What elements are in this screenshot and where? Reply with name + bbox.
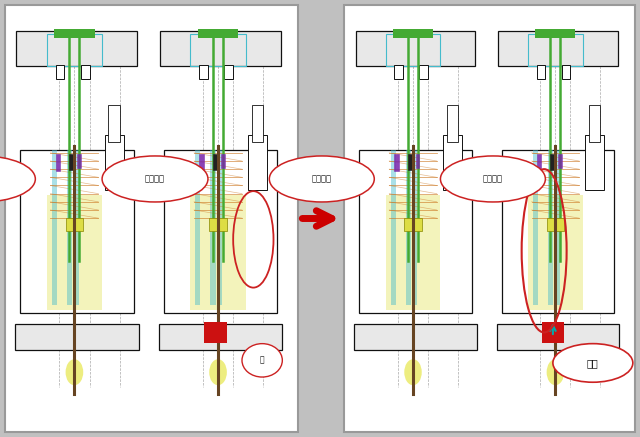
Bar	[65, 218, 83, 231]
Bar	[586, 135, 604, 191]
Bar	[390, 149, 396, 305]
Bar	[528, 35, 583, 66]
Ellipse shape	[102, 156, 208, 202]
Bar	[533, 149, 538, 305]
Bar	[556, 149, 560, 305]
Bar	[164, 149, 277, 313]
Bar	[198, 29, 238, 38]
Bar	[394, 65, 403, 80]
Text: 頂模: 頂模	[587, 358, 599, 368]
Bar	[207, 29, 216, 36]
Bar	[199, 154, 204, 171]
Bar	[415, 154, 419, 168]
Bar	[76, 29, 85, 36]
Bar	[497, 324, 619, 350]
Bar	[252, 105, 264, 142]
Bar	[190, 195, 246, 309]
Bar	[209, 218, 227, 231]
Bar	[67, 149, 72, 305]
Bar	[221, 154, 225, 168]
Ellipse shape	[0, 156, 35, 202]
Ellipse shape	[269, 156, 374, 202]
Bar	[502, 149, 614, 313]
Ellipse shape	[553, 343, 633, 382]
Bar	[195, 149, 200, 305]
Bar	[547, 218, 564, 231]
Bar	[5, 5, 298, 432]
Bar	[105, 135, 124, 191]
Ellipse shape	[209, 359, 227, 385]
Bar	[404, 218, 422, 231]
Bar	[443, 135, 461, 191]
Bar	[20, 149, 134, 313]
Bar	[77, 154, 81, 168]
Text: 导柱弹簧: 导柱弹簧	[145, 174, 165, 184]
Ellipse shape	[242, 343, 282, 377]
Bar	[419, 65, 428, 80]
Bar	[557, 29, 566, 36]
Bar	[218, 149, 223, 305]
Text: 限位彈簧: 限位彈簧	[483, 174, 503, 184]
Ellipse shape	[440, 156, 545, 202]
Bar	[385, 195, 440, 309]
Bar	[190, 35, 246, 66]
Bar	[393, 29, 433, 38]
Bar	[81, 65, 90, 80]
Bar	[385, 35, 440, 66]
Bar	[589, 105, 600, 142]
Bar	[447, 105, 458, 142]
Text: 鋼: 鋼	[260, 356, 264, 365]
Ellipse shape	[65, 359, 83, 385]
Bar	[54, 29, 95, 38]
Bar	[108, 105, 120, 142]
Bar	[160, 31, 281, 66]
Bar	[415, 29, 424, 36]
Bar	[52, 149, 57, 305]
Text: 限位彈簧: 限位彈簧	[312, 174, 332, 184]
Bar	[47, 35, 102, 66]
Bar	[199, 65, 208, 80]
Bar	[64, 29, 73, 36]
Bar	[220, 29, 228, 36]
Bar	[536, 29, 575, 38]
Bar	[562, 65, 570, 80]
Bar	[408, 154, 412, 170]
Bar	[211, 149, 216, 305]
Bar	[69, 154, 74, 170]
Bar	[541, 322, 564, 343]
Bar	[394, 154, 399, 171]
Bar	[56, 65, 65, 80]
Bar	[558, 154, 562, 168]
Bar	[359, 149, 472, 313]
Bar	[550, 154, 555, 170]
Bar	[56, 154, 60, 171]
Bar	[74, 149, 79, 305]
Bar	[344, 5, 635, 432]
Bar	[355, 324, 477, 350]
Bar	[537, 65, 545, 80]
Bar	[498, 31, 618, 66]
Bar	[47, 195, 102, 309]
Bar	[403, 29, 412, 36]
Bar	[15, 324, 139, 350]
Bar	[356, 31, 476, 66]
Bar	[17, 31, 138, 66]
Ellipse shape	[547, 359, 564, 385]
Bar	[213, 154, 218, 170]
Bar	[413, 149, 417, 305]
Bar	[204, 322, 227, 343]
Bar	[548, 149, 553, 305]
Bar	[545, 29, 554, 36]
Bar	[225, 65, 233, 80]
Bar	[248, 135, 267, 191]
Bar	[406, 149, 410, 305]
Ellipse shape	[404, 359, 422, 385]
Bar	[528, 195, 583, 309]
Bar	[159, 324, 282, 350]
Bar	[537, 154, 541, 171]
